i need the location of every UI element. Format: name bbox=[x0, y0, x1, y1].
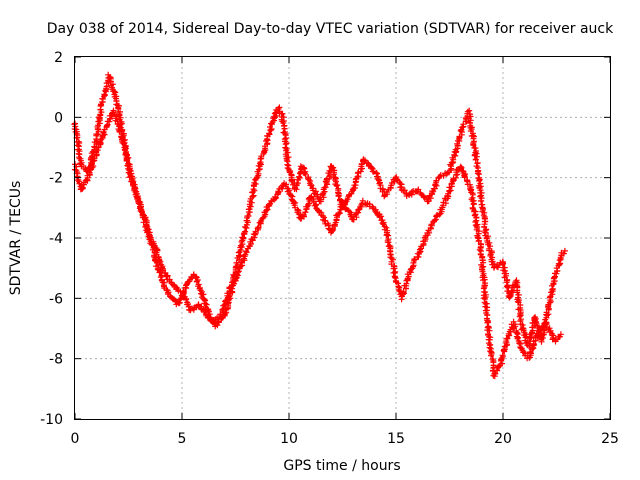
series-2 bbox=[71, 107, 564, 380]
x-axis-label: GPS time / hours bbox=[283, 458, 400, 474]
y-tick-label: -4 bbox=[49, 231, 63, 247]
chart-title: Day 038 of 2014, Sidereal Day-to-day VTE… bbox=[47, 21, 614, 37]
x-tick-label: 10 bbox=[280, 431, 298, 447]
y-axis-label: SDTVAR / TECUs bbox=[8, 181, 24, 296]
axis-ticks bbox=[74, 56, 611, 420]
y-tick-labels: 2 0 -2 -4 -6 -8 -10 bbox=[40, 50, 63, 428]
y-tick-label: -8 bbox=[49, 352, 63, 368]
x-tick-label: 5 bbox=[178, 431, 187, 447]
series-markers bbox=[71, 107, 564, 380]
x-tick-label: 20 bbox=[494, 431, 512, 447]
plot-frame bbox=[74, 56, 611, 420]
data-points bbox=[71, 71, 568, 380]
x-tick-label: 15 bbox=[387, 431, 405, 447]
y-tick-label: 0 bbox=[54, 110, 63, 126]
x-tick-labels: 0 5 10 15 20 25 bbox=[71, 431, 619, 447]
y-tick-label: -2 bbox=[49, 171, 63, 187]
y-tick-label: -6 bbox=[49, 291, 63, 307]
gridlines bbox=[75, 57, 610, 419]
y-tick-label: -10 bbox=[40, 412, 63, 428]
y-tick-label: 2 bbox=[54, 50, 63, 66]
x-tick-label: 0 bbox=[71, 431, 80, 447]
x-tick-label: 25 bbox=[601, 431, 619, 447]
